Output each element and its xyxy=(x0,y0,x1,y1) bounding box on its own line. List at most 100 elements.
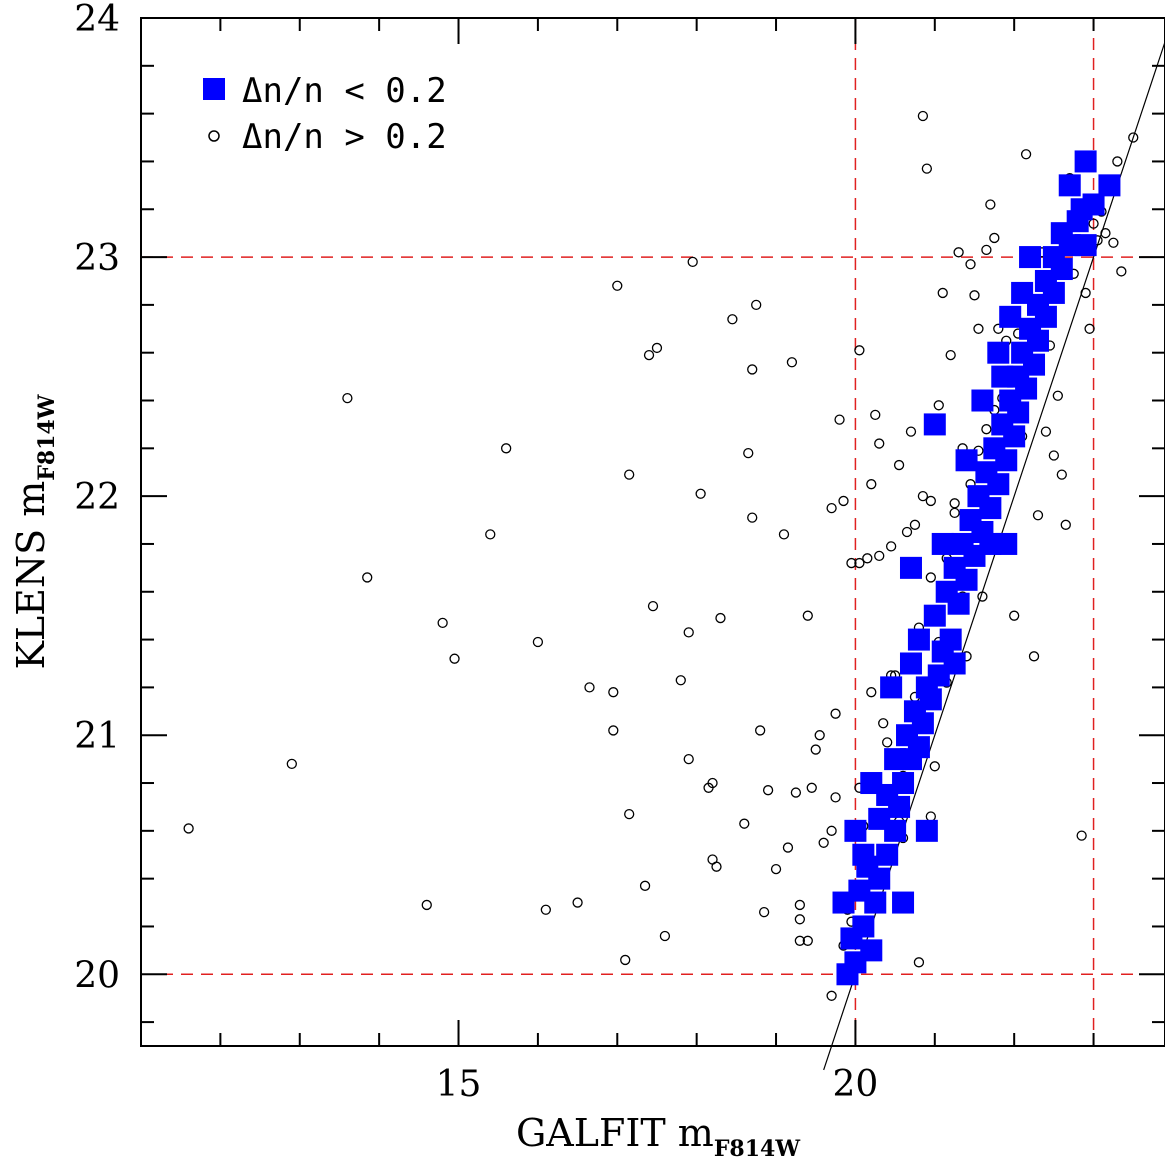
y-tick-label: 20 xyxy=(74,955,120,996)
data-point-open-circle xyxy=(826,825,837,836)
y-axis-label: KLENS mF814W xyxy=(9,394,60,669)
data-point-filled-square xyxy=(971,389,994,412)
data-point-open-circle xyxy=(500,443,512,454)
data-point-open-circle xyxy=(1108,237,1119,248)
data-point-open-circle xyxy=(1088,218,1099,229)
data-point-filled-square xyxy=(868,807,891,830)
data-point-open-circle xyxy=(727,314,738,325)
data-point-open-circle xyxy=(1020,149,1032,160)
data-point-open-circle xyxy=(758,906,770,918)
data-point-open-circle xyxy=(1076,830,1087,841)
data-point-open-circle xyxy=(981,424,992,435)
legend: Δn/n < 0.2 Δn/n > 0.2 xyxy=(203,71,447,157)
y-tick-label: 21 xyxy=(74,716,120,757)
data-point-open-circle xyxy=(362,572,373,583)
data-point-open-circle xyxy=(953,247,964,258)
data-point-open-circle xyxy=(612,280,623,291)
data-point-filled-square xyxy=(1074,150,1097,173)
data-point-filled-square xyxy=(860,939,883,962)
data-point-filled-square xyxy=(892,772,915,795)
legend-label-low: Δn/n < 0.2 xyxy=(242,71,447,111)
data-point-open-circle xyxy=(921,163,933,174)
data-point-filled-square xyxy=(844,819,867,842)
data-point-open-circle xyxy=(747,512,758,523)
data-point-open-circle xyxy=(949,507,960,519)
tick-labels: 15 20 20 21 22 23 24 xyxy=(74,0,878,1105)
data-point-open-circle xyxy=(969,290,980,301)
data-point-open-circle xyxy=(917,490,929,502)
data-point-filled-square xyxy=(868,867,891,890)
data-point-filled-square xyxy=(943,556,966,579)
data-point-open-circle xyxy=(794,914,806,925)
data-point-filled-square xyxy=(899,652,922,675)
data-point-open-circle xyxy=(286,758,297,770)
legend-circle-marker xyxy=(208,130,220,142)
data-point-open-circle xyxy=(818,837,829,848)
data-point-open-circle xyxy=(866,479,877,490)
data-point-open-circle xyxy=(838,495,849,507)
data-point-open-circle xyxy=(1032,510,1044,521)
data-point-open-circle xyxy=(695,488,706,499)
data-point-open-circle xyxy=(854,557,865,569)
data-point-filled-square xyxy=(923,413,946,436)
data-point-open-circle xyxy=(1056,469,1067,480)
data-point-open-circle xyxy=(751,299,762,311)
data-point-open-circle xyxy=(937,287,948,299)
data-point-open-circle xyxy=(1112,156,1123,167)
data-point-open-circle xyxy=(1128,132,1139,143)
data-point-open-circle xyxy=(1116,266,1127,277)
x-tick-label: 20 xyxy=(833,1064,879,1105)
data-point-open-circle xyxy=(874,550,885,562)
data-point-filled-square xyxy=(951,532,974,555)
data-point-open-circle xyxy=(683,627,694,638)
data-point-open-circle xyxy=(893,459,905,471)
data-point-open-circle xyxy=(437,617,448,628)
data-point-open-circle xyxy=(1060,519,1071,530)
data-point-open-circle xyxy=(608,725,619,736)
data-point-open-circle xyxy=(846,557,857,569)
data-point-filled-square xyxy=(999,305,1022,328)
data-point-open-circle xyxy=(826,502,837,514)
data-point-open-circle xyxy=(707,777,718,789)
data-point-open-circle xyxy=(786,357,798,368)
data-point-filled-square xyxy=(1019,246,1042,269)
data-point-open-circle xyxy=(830,792,841,803)
data-point-open-circle xyxy=(901,526,913,538)
y-tick-label: 23 xyxy=(74,238,120,279)
axis-ticks xyxy=(141,17,1165,1046)
data-point-filled-square xyxy=(959,509,982,532)
data-point-filled-square xyxy=(983,437,1006,460)
data-point-open-circle xyxy=(584,682,595,693)
data-point-open-circle xyxy=(981,244,992,256)
data-point-filled-square xyxy=(864,891,887,914)
data-point-open-circle xyxy=(925,811,936,822)
data-point-filled-square xyxy=(935,580,958,603)
data-point-open-circle xyxy=(421,899,432,911)
data-point-open-circle xyxy=(989,232,1000,244)
data-point-open-circle xyxy=(854,345,865,356)
data-point-open-circle xyxy=(977,591,988,602)
data-point-open-circle xyxy=(866,687,877,698)
plot-frame xyxy=(140,17,1165,1047)
legend-label-high: Δn/n > 0.2 xyxy=(242,117,447,157)
data-point-open-circle xyxy=(743,447,754,459)
data-point-open-circle xyxy=(1052,390,1063,401)
data-point-open-circle xyxy=(782,842,794,853)
data-point-filled-square xyxy=(943,652,966,675)
legend-square-marker xyxy=(203,78,225,100)
data-point-open-circle xyxy=(925,495,936,507)
data-point-open-circle xyxy=(993,323,1004,334)
data-point-filled-square xyxy=(852,843,875,866)
data-point-open-circle xyxy=(973,323,984,334)
data-point-open-circle xyxy=(794,935,806,946)
data-point-open-circle xyxy=(917,110,929,122)
x-axis-label: GALFIT mF814W xyxy=(516,1111,800,1158)
data-point-filled-square xyxy=(884,748,907,771)
data-point-open-circle xyxy=(624,808,635,820)
data-point-open-circle xyxy=(885,541,897,552)
data-point-open-circle xyxy=(1100,228,1111,239)
data-point-filled-square xyxy=(907,628,930,651)
data-point-open-circle xyxy=(1028,651,1040,662)
data-point-open-circle xyxy=(572,897,583,908)
